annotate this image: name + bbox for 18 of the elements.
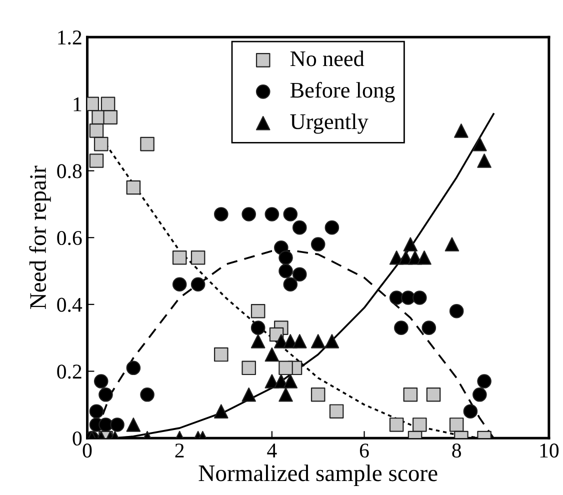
x-tick-label: 0 <box>82 444 92 458</box>
x-tick-label: 6 <box>360 444 369 458</box>
y-tick-label: 0.8 <box>57 164 82 178</box>
legend-label: Urgently <box>290 114 368 134</box>
y-tick-label: 0 <box>72 431 82 446</box>
legend-label: Before long <box>290 82 395 102</box>
x-tick-label: 4 <box>267 444 277 458</box>
y-tick-label: 0.6 <box>57 230 82 246</box>
y-tick-label: 1 <box>74 97 82 112</box>
x-tick-label: 8 <box>452 444 462 458</box>
x-axis-title: Normalized sample score <box>198 464 438 486</box>
y-tick-label: 0.4 <box>57 298 82 312</box>
x-tick-label: 2 <box>175 444 184 458</box>
x-tick-label: 10 <box>540 444 559 458</box>
legend-label: No need <box>290 50 364 66</box>
y-tick-label: 0.2 <box>57 364 82 379</box>
y-tick-label: 1.2 <box>58 30 82 45</box>
y-axis-title: Need for repair <box>29 166 51 310</box>
